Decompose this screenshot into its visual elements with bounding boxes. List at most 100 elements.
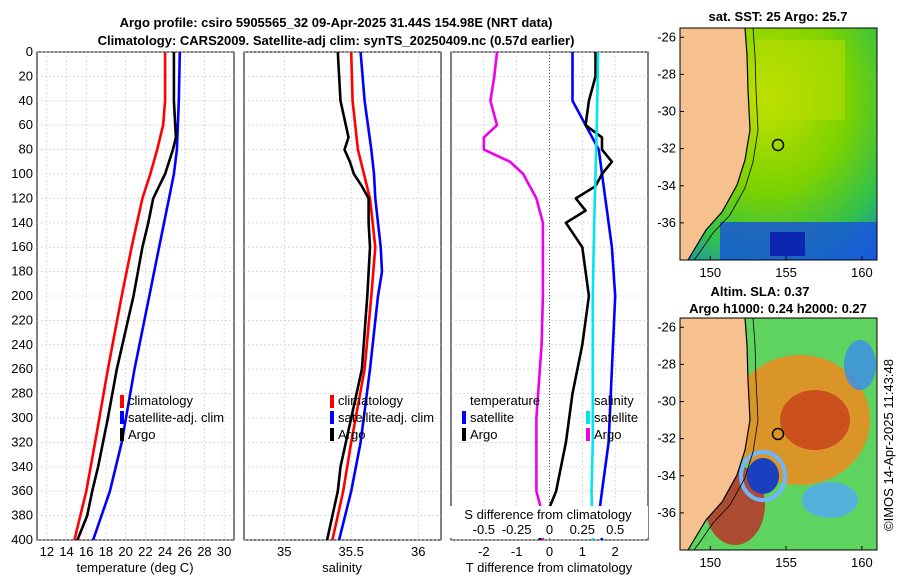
x-tick-label: 0 (546, 544, 553, 559)
depth-tick-label: 20 (19, 68, 33, 83)
sla-map-title-line2: Argo h1000: 0.24 h2000: 0.27 (689, 301, 867, 316)
secondary-xlabel: S difference from climatology (464, 507, 632, 522)
map-lon-label: 155 (775, 555, 797, 570)
legend-climatology-swatch (120, 395, 124, 408)
legend-satellite-label: satellite-adj. clim (338, 410, 434, 425)
secondary-tick-label: -0.25 (502, 522, 532, 537)
map-lat-label: -26 (657, 319, 676, 334)
secondary-tick-label: -0.5 (473, 522, 495, 537)
secondary-tick-label: 0.25 (570, 522, 595, 537)
sst-shelf-contour (693, 27, 759, 261)
temperature-grid (37, 51, 234, 541)
series-line-climatology (331, 52, 377, 540)
depth-tick-label: 0 (26, 44, 33, 59)
salinity-legend: climatology satellite-adj. clim Argo (330, 393, 434, 442)
map-lon-label: 160 (851, 265, 873, 280)
legend-temp-argo-label: Argo (470, 427, 497, 442)
x-tick-label: 26 (178, 544, 192, 559)
sla-map-ticks: 150 155 160 -26 -28 -30 -32 -34 -36 (657, 319, 872, 570)
depth-tick-label: 240 (11, 337, 33, 352)
legend-climatology-label: climatology (128, 393, 194, 408)
x-tick-label: 18 (99, 544, 113, 559)
temperature-ticks: 0 20 40 60 80 100 120 140 160 180 200 220 240 260 280 3… (11, 44, 231, 559)
series-line-argo (76, 52, 178, 540)
legend-temp-satellite-swatch (462, 411, 466, 424)
legend-sal-argo-label: Argo (594, 427, 621, 442)
legend-argo-label: Argo (338, 427, 365, 442)
map-lat-label: -30 (657, 394, 676, 409)
sla-map-title-line1: Altim. SLA: 0.37 (711, 284, 810, 299)
map-lon-label: 155 (775, 265, 797, 280)
legend-sal-satellite-swatch (586, 411, 590, 424)
sla-map-frame (679, 317, 878, 551)
x-tick-label: 28 (197, 544, 211, 559)
depth-tick-label: 140 (11, 215, 33, 230)
map-lat-label: -34 (657, 468, 676, 483)
x-tick-label: 24 (158, 544, 172, 559)
sla-low-eddy (747, 458, 779, 494)
depth-tick-label: 260 (11, 361, 33, 376)
depth-tick-label: 120 (11, 190, 33, 205)
temperature-xlabel: temperature (deg C) (76, 560, 193, 575)
sst-map-frame (679, 27, 878, 261)
series-line-salinity-satellite (590, 52, 600, 540)
x-tick-label: 22 (138, 544, 152, 559)
x-tick-label: 20 (118, 544, 132, 559)
sla-low-eddy-ring (739, 450, 787, 502)
map-lat-label: -30 (657, 104, 676, 119)
x-tick-label: 16 (79, 544, 93, 559)
depth-tick-label: 300 (11, 410, 33, 425)
x-tick-label: -2 (478, 544, 490, 559)
legend-satellite-swatch (120, 411, 124, 424)
map-lat-label: -28 (657, 356, 676, 371)
series-line-temperature-argo (538, 52, 614, 540)
x-tick-label: 36 (411, 544, 425, 559)
sst-map-title: sat. SST: 25 Argo: 25.7 (709, 9, 848, 24)
legend-temp-satellite-label: satellite (470, 410, 514, 425)
sla-coastline (687, 317, 751, 551)
map-lat-label: -36 (657, 505, 676, 520)
legend-climatology-label: climatology (338, 393, 404, 408)
difference-xlabel: T difference from climatology (466, 560, 633, 575)
map-lat-label: -32 (657, 431, 676, 446)
map-lat-label: -32 (657, 141, 676, 156)
depth-tick-label: 340 (11, 459, 33, 474)
sla-float-marker (771, 427, 785, 441)
sst-float-marker (771, 138, 785, 152)
salinity-grid (244, 51, 441, 541)
x-tick-label: 1 (579, 544, 586, 559)
sst-cool-patch (770, 232, 805, 256)
sst-land (680, 28, 750, 260)
legend-salinity-header: salinity (594, 393, 634, 408)
map-lat-label: -34 (657, 178, 676, 193)
legend-satellite-label: satellite-adj. clim (128, 410, 224, 425)
depth-tick-label: 320 (11, 434, 33, 449)
x-tick-label: 35.5 (339, 544, 364, 559)
figure-title-line1: Argo profile: csiro 5905565_32 09-Apr-20… (120, 15, 553, 30)
secondary-tick-label: 0.5 (606, 522, 624, 537)
sst-coastline (687, 27, 751, 261)
secondary-tick-label: 0 (546, 522, 553, 537)
depth-tick-label: 200 (11, 288, 33, 303)
temperature-legend: climatology satellite-adj. clim Argo (120, 393, 224, 442)
depth-tick-label: 220 (11, 312, 33, 327)
sst-warm-core (755, 40, 845, 120)
legend-temperature-header: temperature (470, 393, 540, 408)
map-lat-label: -28 (657, 66, 676, 81)
x-tick-label: 35 (277, 544, 291, 559)
salinity-series (325, 52, 384, 540)
difference-series (482, 52, 617, 540)
depth-tick-label: 400 (11, 532, 33, 547)
sla-high-core (780, 390, 850, 450)
legend-temp-argo-swatch (462, 428, 466, 441)
series-line-salinity-argo (482, 52, 545, 540)
figure-title-line2: Climatology: CARS2009. Satellite-adj cli… (98, 33, 575, 48)
depth-tick-label: 160 (11, 239, 33, 254)
legend-satellite-swatch (330, 411, 334, 424)
secondary-ticks: -0.5 -0.25 0 0.25 0.5 (473, 522, 625, 537)
salinity-xlabel: salinity (322, 560, 362, 575)
series-line-satellite-adj-clim (337, 52, 384, 540)
x-tick-label: 14 (59, 544, 73, 559)
series-line-climatology (73, 52, 167, 540)
